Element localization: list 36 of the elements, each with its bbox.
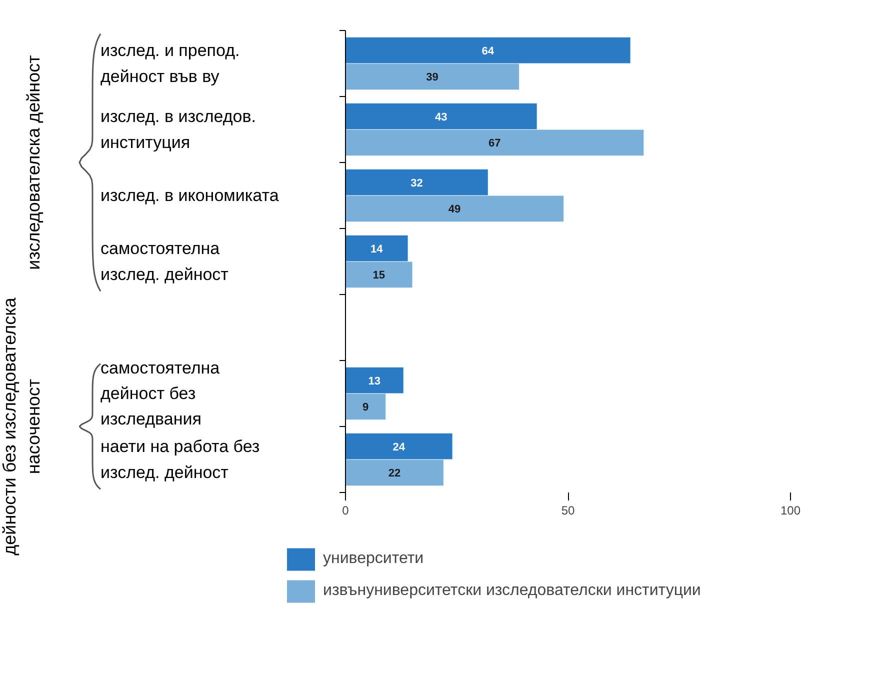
data-label: 67 <box>488 138 501 150</box>
bar <box>346 367 404 394</box>
y-tick-label: самостоятелна изслед. дейност <box>100 239 229 284</box>
legend-label: извънуниверситетски изследователски институции <box>323 582 701 600</box>
data-label: 49 <box>448 204 461 216</box>
bar <box>346 196 564 222</box>
data-label: 24 <box>392 441 406 454</box>
data-label: 64 <box>482 45 495 58</box>
bar <box>346 433 452 460</box>
bar <box>346 130 644 156</box>
data-label: 9 <box>362 402 369 414</box>
legend-label: университети <box>323 550 424 568</box>
data-label: 14 <box>370 243 384 256</box>
bar <box>346 235 408 262</box>
bar <box>346 103 537 130</box>
bar <box>346 262 412 288</box>
text: дейности без изследователска насоченост <box>0 296 44 556</box>
bar <box>346 37 630 64</box>
text: изследователска дейност <box>24 55 44 270</box>
bar <box>346 394 386 420</box>
data-label: 39 <box>426 72 438 84</box>
bar <box>346 169 488 196</box>
x-tick-label: 0 <box>342 504 350 518</box>
y-tick-label: изслед. в икономиката <box>100 186 280 205</box>
y-tick-label: наети на работа без изслед. дейност <box>100 437 260 482</box>
x-tick-label: 100 <box>780 504 801 518</box>
data-label: 32 <box>410 177 423 190</box>
x-tick-label: 50 <box>561 504 575 518</box>
y-tick-label: изслед. и препод. дейност във ву <box>100 41 240 86</box>
bar <box>346 64 520 90</box>
bar <box>346 460 444 486</box>
data-label: 22 <box>388 468 401 480</box>
y-tick-label: изслед. в изследов. институция <box>100 107 256 152</box>
data-label: 13 <box>368 375 381 388</box>
data-label: 43 <box>435 111 448 124</box>
data-label: 15 <box>372 270 386 282</box>
